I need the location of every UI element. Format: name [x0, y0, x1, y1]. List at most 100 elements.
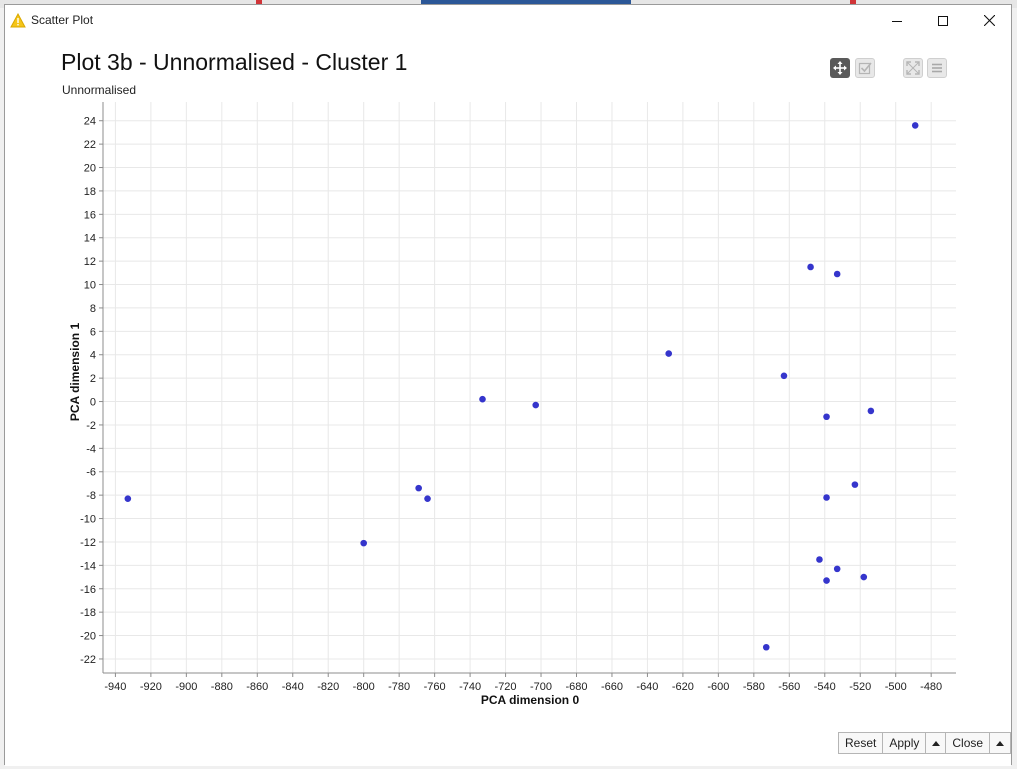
apply-button[interactable]: Apply	[883, 733, 927, 753]
close-icon	[983, 15, 995, 26]
arrow-up-icon	[996, 740, 1005, 746]
select-tool-button[interactable]	[855, 58, 875, 78]
x-tick-label: -700	[530, 681, 552, 693]
y-tick-label: 8	[90, 303, 96, 315]
x-tick-label: -660	[601, 681, 623, 693]
data-point[interactable]	[532, 401, 540, 409]
data-point[interactable]	[424, 495, 431, 502]
y-axis-label: PCA dimension 1	[68, 323, 82, 422]
data-point[interactable]	[823, 494, 830, 501]
data-points[interactable]	[124, 122, 919, 651]
pan-move-icon	[833, 61, 847, 75]
maximize-icon	[938, 15, 948, 26]
data-point[interactable]	[867, 407, 875, 415]
y-tick-label: -2	[86, 420, 96, 432]
y-tick-label: 10	[84, 280, 96, 292]
x-tick-label: -760	[424, 681, 446, 693]
data-point[interactable]	[807, 263, 814, 271]
y-tick-label: -22	[80, 654, 96, 666]
tick-labels: -940 -920 -900 -8 8 0 -860 -840 -820 -800 -780 -760…	[80, 116, 942, 693]
data-point[interactable]	[823, 413, 830, 421]
data-point[interactable]	[665, 350, 673, 357]
background-mark	[256, 0, 262, 5]
reset-button[interactable]: Reset	[839, 733, 884, 753]
y-tick-label: 12	[84, 256, 96, 268]
menu-button[interactable]	[927, 58, 947, 78]
x-tick-label: -540	[814, 681, 836, 693]
x-tick-label: -900	[175, 681, 197, 693]
x-tick-label: -520	[849, 681, 871, 693]
y-tick-label: -6	[86, 467, 96, 479]
data-point[interactable]	[780, 372, 788, 380]
y-tick-label: 4	[90, 350, 96, 362]
y-tick-label: 0	[90, 397, 96, 409]
data-point[interactable]	[415, 484, 422, 492]
data-point[interactable]	[851, 481, 859, 488]
x-tick-label: -640	[636, 681, 658, 693]
x-tick-label: -940	[104, 681, 126, 693]
window-title: Scatter Plot	[31, 13, 94, 27]
data-point[interactable]	[762, 643, 770, 651]
y-tick-label: 22	[84, 139, 96, 151]
data-point[interactable]	[816, 556, 823, 563]
x-tick-label: -800	[353, 681, 375, 693]
x-tick-label: -860	[246, 681, 268, 693]
background-mark	[421, 0, 631, 5]
y-tick-label: 16	[84, 209, 96, 221]
y-tick-label: 20	[84, 163, 96, 175]
plot-title: Plot 3b - Unnormalised - Cluster 1	[61, 49, 408, 75]
x-tick-label: -720	[495, 681, 517, 693]
footer-button-group: Reset Apply Close	[838, 732, 1012, 754]
scatter-chart[interactable]: -940 -920 -900 -8 8 0 -860 -840 -820 -800 -780 -760…	[5, 36, 1011, 726]
y-tick-label: -10	[80, 514, 96, 526]
y-tick-label: 6	[90, 326, 96, 338]
x-tick-label: -740	[459, 681, 481, 693]
data-point[interactable]	[360, 539, 367, 547]
y-tick-label: -14	[80, 560, 96, 572]
pan-tool-button[interactable]	[830, 58, 850, 78]
background-mark	[850, 0, 856, 5]
close-options-button[interactable]	[990, 733, 1010, 753]
fullscreen-button[interactable]	[903, 58, 923, 78]
x-axis-label: PCA dimension 0	[481, 693, 580, 707]
x-tick-label: -500	[885, 681, 907, 693]
arrow-up-icon	[931, 740, 940, 746]
data-point[interactable]	[860, 573, 868, 581]
x-tick-label: -820	[317, 681, 339, 693]
minimize-icon	[892, 20, 902, 22]
x-tick-label: -600	[707, 681, 729, 693]
x-tick-label: -560	[778, 681, 800, 693]
y-tick-label: 18	[84, 186, 96, 198]
data-point[interactable]	[911, 122, 919, 129]
warning-triangle-icon	[10, 13, 26, 28]
data-point[interactable]	[479, 395, 486, 403]
x-tick-label: -780	[388, 681, 410, 693]
data-point[interactable]	[823, 577, 830, 584]
y-tick-label: 24	[84, 116, 96, 128]
x-tick-label: -480	[920, 681, 942, 693]
x-tick-label: -840	[282, 681, 304, 693]
data-point[interactable]	[833, 270, 841, 278]
data-point[interactable]	[833, 565, 841, 573]
x-tick-label: -920	[140, 681, 162, 693]
apply-options-button[interactable]	[926, 733, 947, 753]
content-area: Plot 3b - Unnormalised - Cluster 1 Unnor…	[5, 36, 1012, 766]
plot-subtitle: Unnormalised	[62, 83, 137, 97]
axes	[99, 102, 956, 677]
y-tick-label: -18	[80, 607, 96, 619]
data-point[interactable]	[124, 495, 132, 502]
y-tick-label: -20	[80, 631, 96, 643]
maximize-button[interactable]	[920, 5, 966, 36]
menu-icon	[932, 63, 942, 73]
y-tick-label: 14	[84, 233, 96, 245]
fullscreen-icon	[906, 61, 920, 75]
minimize-button[interactable]	[874, 5, 920, 36]
y-tick-label: -4	[86, 443, 96, 455]
y-tick-label: 2	[90, 373, 96, 385]
close-button[interactable]	[966, 5, 1012, 36]
y-tick-label: -8	[86, 490, 96, 502]
y-tick-label: -12	[80, 537, 96, 549]
select-check-icon	[858, 62, 872, 75]
title-bar: Scatter Plot	[5, 5, 1011, 37]
close-dialog-button[interactable]: Close	[946, 733, 991, 753]
